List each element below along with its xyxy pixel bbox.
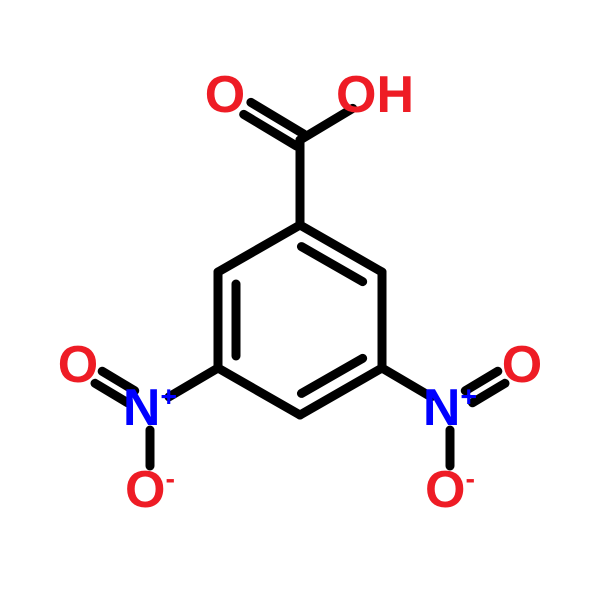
atom-nitro_right-O_dbl: O [502, 339, 542, 391]
molecule-canvas: O OH N+ O O- N+ O O- [0, 0, 600, 600]
atom-nitro_right-N: N+ [423, 382, 477, 434]
atom-carboxyl-OH: OH [336, 69, 414, 121]
atom-nitro_right-O_neg: O- [425, 464, 475, 516]
atom-carboxyl-O_dbl: O [205, 69, 245, 121]
atom-nitro_left-O_dbl: O [58, 339, 98, 391]
atom-nitro_left-N: N+ [123, 382, 177, 434]
bond-layer [0, 0, 600, 600]
atom-nitro_left-O_neg: O- [125, 464, 175, 516]
